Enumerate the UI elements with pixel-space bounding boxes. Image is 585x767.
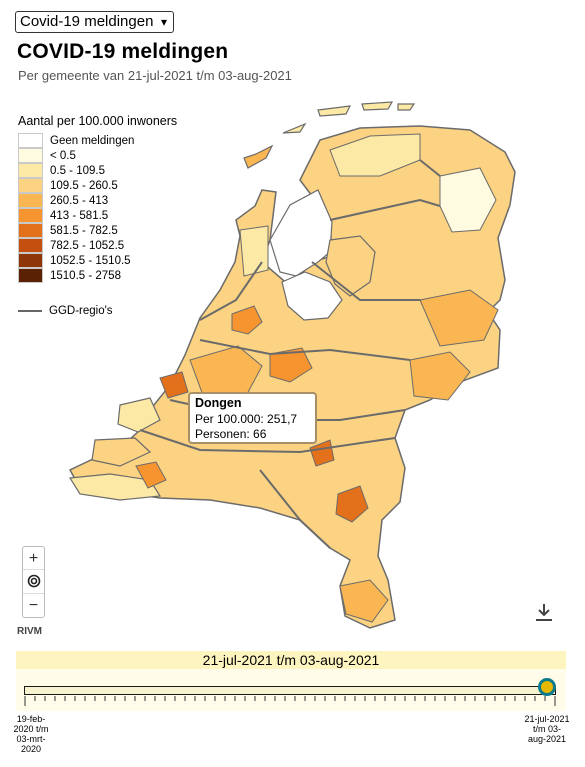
end-line: 21-jul-2021: [524, 714, 570, 724]
legend-item: 1052.5 - 1510.5: [18, 253, 177, 268]
zoom-out-button[interactable]: −: [28, 596, 39, 614]
legend-swatch: [18, 148, 43, 163]
legend-swatch: [18, 238, 43, 253]
map-zeeland-mid[interactable]: [91, 437, 152, 467]
map-markermeer: [281, 271, 343, 321]
legend-item: 0.5 - 109.5: [18, 163, 177, 178]
start-line: 19-feb-: [16, 714, 46, 724]
start-line: 2020 t/m: [13, 724, 49, 734]
locate-button[interactable]: [23, 570, 44, 594]
map-tooltip: Dongen Per 100.000: 251,7 Personen: 66: [188, 392, 317, 444]
ggd-borders: [139, 159, 441, 549]
timeline-ticks: [24, 696, 556, 706]
timeline-end-label: 21-jul-2021 t/m 03- aug-2021: [517, 714, 577, 744]
legend-item: 1510.5 - 2758: [18, 268, 177, 283]
region-zeeland-south[interactable]: [135, 461, 167, 489]
chevron-down-icon: ▾: [160, 15, 167, 29]
tooltip-persons: Personen: 66: [195, 427, 267, 441]
region-brabant-east[interactable]: [335, 485, 369, 523]
timeline-handle[interactable]: [538, 678, 556, 696]
legend-item: < 0.5: [18, 148, 177, 163]
legend-swatch: [18, 268, 43, 283]
netherlands-map[interactable]: [0, 0, 585, 640]
legend-label: 413 - 581.5: [50, 209, 109, 222]
zoom-controls: + −: [22, 546, 45, 618]
legend-item: 581.5 - 782.5: [18, 223, 177, 238]
region-den-haag[interactable]: [159, 371, 189, 399]
legend-label: 0.5 - 109.5: [50, 164, 105, 177]
legend-label: 782.5 - 1052.5: [50, 239, 125, 252]
legend-item: 260.5 - 413: [18, 193, 177, 208]
dataset-select[interactable]: Covid-19 meldingen ▾: [15, 11, 174, 33]
region-zuid-holland[interactable]: [189, 345, 263, 399]
map-legend: Aantal per 100.000 inwoners Geen melding…: [18, 114, 177, 283]
timeline-track[interactable]: [24, 686, 556, 695]
legend-label: 1510.5 - 2758: [50, 269, 121, 282]
tooltip-per100k: Per 100.000: 251,7: [195, 411, 298, 426]
legend-label: Geen meldingen: [50, 134, 135, 147]
ggd-legend: GGD-regio's: [18, 305, 113, 317]
legend-item: Geen meldingen: [18, 133, 177, 148]
map-zeeuws-vlaanderen[interactable]: [68, 473, 162, 501]
map-flevoland[interactable]: [325, 235, 376, 297]
page-subtitle: Per gemeente van 21-jul-2021 t/m 03-aug-…: [18, 68, 292, 83]
map-wadden-terschelling[interactable]: [317, 105, 352, 117]
legend-item: 109.5 - 260.5: [18, 178, 177, 193]
end-line: aug-2021: [527, 734, 567, 744]
legend-title: Aantal per 100.000 inwoners: [18, 114, 178, 128]
dataset-select-value: Covid-19 meldingen: [20, 13, 154, 30]
map-zeeland-north[interactable]: [117, 397, 161, 433]
download-icon[interactable]: [533, 601, 555, 623]
legend-swatch: [18, 163, 43, 178]
legend-item: 413 - 581.5: [18, 208, 177, 223]
legend-label: 1052.5 - 1510.5: [50, 254, 131, 267]
region-limburg-south[interactable]: [339, 579, 389, 623]
legend-item: 782.5 - 1052.5: [18, 238, 177, 253]
end-line: t/m 03-: [532, 724, 561, 734]
zoom-in-button[interactable]: +: [23, 547, 44, 571]
attribution: RIVM: [17, 626, 42, 637]
map-wadden-vlieland[interactable]: [282, 122, 307, 134]
legend-swatch: [18, 223, 43, 238]
legend-swatch: [18, 253, 43, 268]
legend-label: < 0.5: [50, 149, 76, 162]
region-amsterdam[interactable]: [231, 305, 263, 335]
timeline-range-label: 21-jul-2021 t/m 03-aug-2021: [16, 651, 566, 669]
start-line: 03-mrt-: [16, 734, 46, 744]
ggd-legend-label: GGD-regio's: [49, 305, 113, 317]
map-wadden-ameland[interactable]: [361, 101, 394, 111]
legend-label: 109.5 - 260.5: [50, 179, 118, 192]
legend-label: 581.5 - 782.5: [50, 224, 118, 237]
legend-swatch: [18, 178, 43, 193]
region-noord-holland-north[interactable]: [239, 225, 269, 277]
ggd-line-icon: [18, 310, 42, 312]
legend-swatch: [18, 193, 43, 208]
map-wadden-schiermonnikoog[interactable]: [397, 103, 416, 111]
region-gelderland[interactable]: [409, 351, 471, 401]
start-line: 2020: [20, 744, 42, 754]
page-title: COVID-19 meldingen: [17, 40, 229, 63]
region-tilburg[interactable]: [309, 439, 335, 467]
legend-swatch: [18, 208, 43, 223]
tooltip-name: Dongen: [195, 396, 242, 410]
map-wadden-texel[interactable]: [243, 144, 274, 169]
region-utrecht[interactable]: [269, 347, 313, 383]
region-overijssel[interactable]: [419, 289, 499, 347]
legend-label: 260.5 - 413: [50, 194, 109, 207]
target-icon: [27, 574, 40, 588]
timeline-start-label: 19-feb- 2020 t/m 03-mrt- 2020: [8, 714, 54, 754]
legend-swatch: [18, 133, 43, 148]
